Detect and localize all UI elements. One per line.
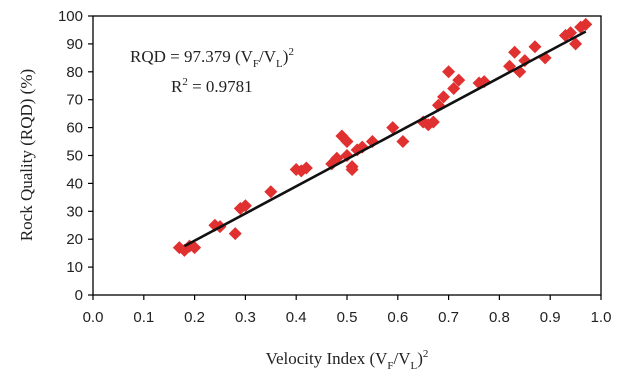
data-point-marker bbox=[564, 26, 578, 40]
x-tick-label: 0.0 bbox=[83, 309, 104, 326]
data-point-marker bbox=[340, 135, 354, 149]
y-tick-label: 100 bbox=[58, 8, 83, 25]
data-point-marker bbox=[508, 45, 522, 59]
data-point-marker bbox=[238, 199, 252, 213]
data-point-marker bbox=[447, 82, 461, 96]
data-point-marker bbox=[299, 161, 313, 175]
x-tick-label: 0.5 bbox=[337, 309, 358, 326]
x-tick-label: 0.7 bbox=[438, 309, 459, 326]
r-squared-annotation: R2 = 0.9781 bbox=[171, 76, 253, 96]
y-tick-label: 90 bbox=[66, 36, 83, 53]
data-point-marker bbox=[345, 162, 359, 176]
data-point-marker bbox=[264, 185, 278, 199]
y-tick-label: 60 bbox=[66, 120, 83, 137]
data-point-marker bbox=[579, 17, 593, 31]
data-point-marker bbox=[386, 121, 400, 135]
data-point-marker bbox=[518, 54, 532, 68]
x-tick-label: 0.4 bbox=[286, 309, 307, 326]
x-tick-label: 1.0 bbox=[591, 309, 612, 326]
x-tick-label: 0.3 bbox=[235, 309, 256, 326]
data-point-marker bbox=[437, 90, 451, 104]
data-point-marker bbox=[228, 227, 242, 241]
y-tick-label: 40 bbox=[66, 175, 83, 192]
x-axis-ticks: 0.0 0.1 0.2 0.3 0.4 0.5 0.6 0.7 0.8 0.9 1.0 bbox=[83, 295, 612, 326]
data-point-marker bbox=[528, 40, 542, 54]
y-tick-label: 10 bbox=[66, 259, 83, 276]
equation-annotation: RQD = 97.379 (VF/VL)2 bbox=[130, 46, 294, 70]
x-tick-label: 0.6 bbox=[387, 309, 408, 326]
data-point-marker bbox=[452, 73, 466, 87]
y-axis-title: Rock Quality (RQD) (%) bbox=[17, 69, 36, 241]
y-tick-label: 30 bbox=[66, 203, 83, 220]
data-point-marker bbox=[188, 241, 202, 255]
data-point-marker bbox=[442, 65, 456, 79]
y-tick-label: 70 bbox=[66, 92, 83, 109]
data-point-marker bbox=[558, 29, 572, 43]
x-tick-label: 0.8 bbox=[489, 309, 510, 326]
y-tick-label: 20 bbox=[66, 231, 83, 248]
fit-line bbox=[183, 30, 587, 248]
y-tick-label: 80 bbox=[66, 64, 83, 81]
data-point-marker bbox=[396, 135, 410, 149]
y-tick-label: 0 bbox=[75, 287, 83, 304]
x-axis-title: Velocity Index (VF/VL)2 bbox=[266, 348, 429, 372]
x-tick-label: 0.2 bbox=[184, 309, 205, 326]
x-tick-label: 0.9 bbox=[540, 309, 561, 326]
data-point-marker bbox=[426, 115, 440, 129]
y-axis-ticks: 0 10 20 30 40 50 60 70 80 90 100 bbox=[58, 8, 93, 304]
data-point-marker bbox=[569, 37, 583, 51]
y-tick-label: 50 bbox=[66, 148, 83, 165]
x-tick-label: 0.1 bbox=[133, 309, 154, 326]
